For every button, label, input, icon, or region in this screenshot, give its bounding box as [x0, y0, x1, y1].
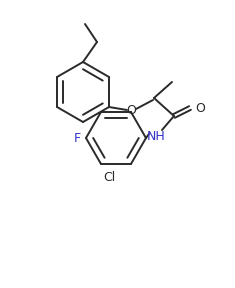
Text: O: O	[126, 105, 136, 118]
Text: F: F	[74, 132, 81, 145]
Text: Cl: Cl	[103, 171, 115, 184]
Text: O: O	[195, 101, 205, 115]
Text: NH: NH	[147, 130, 165, 143]
